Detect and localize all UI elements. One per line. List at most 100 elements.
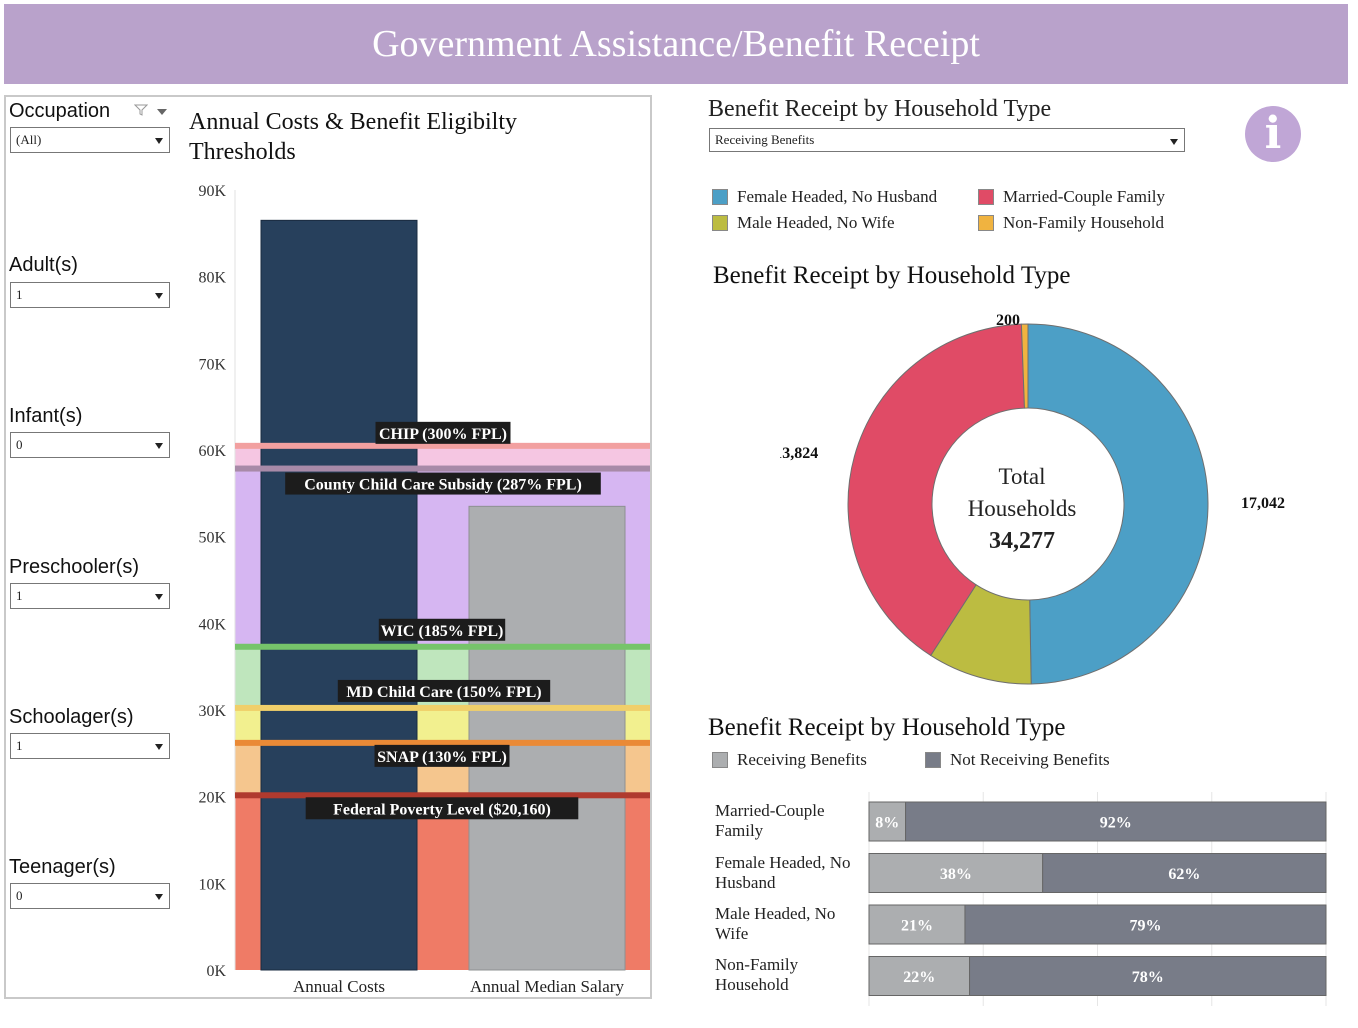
center-label: Total: [999, 464, 1046, 489]
x-tick-label: Annual Median Salary: [470, 977, 624, 996]
pie-value-label: 17,042: [1241, 495, 1285, 512]
stacked-chart-title: Benefit Receipt by Household Type: [708, 714, 1066, 741]
threshold-label: SNAP (130% FPL): [377, 749, 507, 766]
pie-legend-label: Married-Couple Family: [1003, 187, 1165, 206]
y-tick-label: 80K: [198, 270, 226, 287]
filter-label-teenagers: Teenager(s): [9, 856, 116, 878]
chevron-down-icon: [155, 443, 163, 449]
page-title: Government Assistance/Benefit Receipt: [372, 23, 980, 65]
filter-label-adults: Adult(s): [9, 254, 78, 276]
filter-label-occupation: Occupation: [9, 100, 111, 122]
pie-value-label: 13,824: [780, 445, 818, 462]
pie-legend-item[interactable]: Male Headed, No Wife: [712, 213, 895, 233]
chevron-down-icon: [155, 138, 163, 144]
pie-legend-item[interactable]: Non-Family Household: [978, 213, 1164, 233]
preschoolers-dropdown[interactable]: 1: [10, 583, 170, 609]
stacked-category-label: Male Headed, No Wife: [715, 904, 836, 943]
threshold-label: Federal Poverty Level ($20,160): [333, 801, 551, 818]
threshold-label-bg: [305, 797, 579, 820]
legend-swatch: [712, 752, 728, 768]
pie-slice: [847, 323, 1025, 657]
legend-swatch: [712, 189, 728, 205]
occupation-dropdown[interactable]: (All): [10, 127, 170, 153]
threshold-line: [235, 643, 650, 650]
pie-legend-label: Male Headed, No Wife: [737, 213, 895, 232]
threshold-line: [235, 704, 650, 711]
schoolagers-dropdown[interactable]: 1: [10, 733, 170, 759]
info-icon[interactable]: i: [1245, 106, 1301, 162]
y-tick-label: 50K: [198, 530, 226, 547]
stacked-category-label: Female Headed, No Husband: [715, 853, 851, 892]
stacked-bar-label: 38%: [940, 866, 972, 883]
legend-swatch: [712, 215, 728, 231]
threshold-label-bg: [375, 421, 511, 444]
filter-label-preschoolers: Preschooler(s): [9, 556, 140, 578]
stacked-category-label: Married-Couple Family: [715, 801, 825, 840]
header-banner: Government Assistance/Benefit Receipt: [4, 4, 1348, 84]
legend-swatch: [978, 189, 994, 205]
stacked-legend-item[interactable]: Receiving Benefits: [712, 750, 867, 770]
y-tick-label: 60K: [198, 443, 226, 460]
pie-value-label: 3,211: [950, 708, 985, 710]
stacked-bar-segment: [868, 801, 907, 842]
stacked-bar-segment: [964, 904, 1327, 945]
chevron-down-icon: [155, 744, 163, 750]
pie-legend-item[interactable]: Female Headed, No Husband: [712, 187, 937, 207]
filter-label-schoolagers: Schoolager(s): [9, 706, 134, 728]
preschoolers-dropdown-value: 1: [16, 588, 23, 603]
stacked-category-label: Non-Family Household: [715, 955, 799, 994]
legend-swatch: [925, 752, 941, 768]
infants-dropdown[interactable]: 0: [10, 432, 170, 458]
threshold-label: MD Child Care (150% FPL): [346, 684, 541, 701]
center-total: 34,277: [989, 528, 1055, 554]
stacked-bar-label: 78%: [1132, 969, 1164, 986]
pie-legend-item[interactable]: Married-Couple Family: [978, 187, 1165, 207]
chevron-down-icon[interactable]: [157, 109, 167, 115]
pie-chart-title: Benefit Receipt by Household Type: [713, 262, 1071, 289]
occupation-dropdown-value: (All): [16, 132, 42, 147]
cost-bar: [260, 219, 418, 971]
left-panel: Occupation (All) Adult(s) 1 Infant(s) 0 …: [4, 95, 652, 999]
schoolagers-dropdown-value: 1: [16, 738, 23, 753]
y-tick-label: 30K: [198, 703, 226, 720]
stacked-bar-label: 62%: [1168, 866, 1200, 883]
adults-dropdown[interactable]: 1: [10, 282, 170, 308]
infants-dropdown-value: 0: [16, 437, 23, 452]
stacked-bar-label: 92%: [1100, 815, 1132, 832]
stacked-bar-label: 21%: [901, 918, 933, 935]
threshold-line: [235, 739, 650, 746]
y-tick-label: 40K: [198, 616, 226, 633]
stacked-chart: 8% 92% 38% 62% 21% 79% 22% 78%: [868, 792, 1327, 1006]
stacked-bar-segment: [1042, 853, 1327, 893]
threshold-label-bg: [337, 679, 551, 702]
stacked-legend-item[interactable]: Not Receiving Benefits: [925, 750, 1110, 770]
pie-slice: [1020, 323, 1029, 409]
x-tick-label: Annual Costs: [293, 977, 385, 996]
chevron-down-icon: [1170, 139, 1178, 145]
pie-legend-label: Non-Family Household: [1003, 213, 1165, 232]
threshold-label-bg: [378, 618, 506, 641]
benefit-status-dropdown[interactable]: Receiving Benefits: [709, 128, 1185, 152]
cost-chart-title: Annual Costs & Benefit Eligibilty Thresh…: [189, 109, 517, 165]
y-tick-label: 0K: [206, 963, 226, 980]
legend-swatch: [978, 215, 994, 231]
pie-value-label: 200: [996, 312, 1020, 329]
benefit-status-dropdown-value: Receiving Benefits: [715, 132, 815, 147]
center-label: Households: [968, 496, 1077, 521]
threshold-label: County Child Care Subsidy (287% FPL): [304, 477, 582, 494]
y-tick-label: 10K: [198, 876, 226, 893]
threshold-line: [235, 792, 650, 799]
y-tick-label: 70K: [198, 356, 226, 373]
stacked-bar-segment: [969, 956, 1327, 996]
threshold-label: CHIP (300% FPL): [379, 426, 507, 443]
filter-label-infants: Infant(s): [9, 405, 83, 427]
y-tick-label: 20K: [198, 790, 226, 807]
cost-bar: [468, 505, 626, 971]
stacked-bar-segment: [868, 956, 971, 996]
teenagers-dropdown[interactable]: 0: [10, 883, 170, 909]
threshold-label: WIC (185% FPL): [381, 623, 504, 640]
filter-icon[interactable]: [134, 104, 148, 116]
cost-chart: 0K 10K 20K 30K 40K 50K 60K 70K 80K 90K Annual Cost…: [198, 183, 650, 996]
chevron-down-icon: [155, 594, 163, 600]
stacked-bar-label: 79%: [1129, 918, 1161, 935]
